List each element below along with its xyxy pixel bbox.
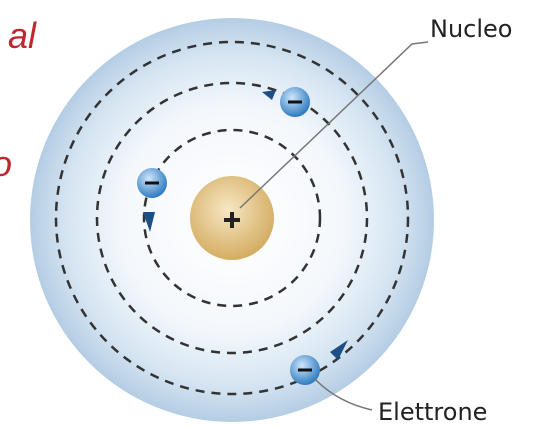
nucleus-label: Nucleo [430, 15, 512, 43]
atom-diagram: Nucleo Elettrone al o [0, 0, 547, 428]
text-fragment: o [0, 143, 12, 184]
page: {"fragments": ["al", "o"], "labels": {"n… [0, 0, 547, 428]
text-fragment: al [8, 15, 37, 56]
electron-label: Elettrone [378, 398, 487, 426]
